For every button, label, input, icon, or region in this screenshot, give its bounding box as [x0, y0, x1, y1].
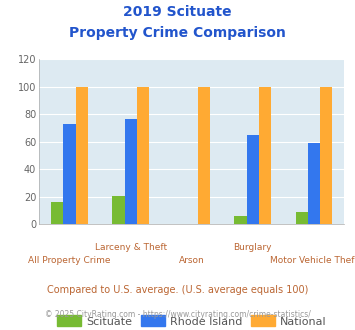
Text: All Property Crime: All Property Crime	[28, 256, 111, 265]
Text: © 2025 CityRating.com - https://www.cityrating.com/crime-statistics/: © 2025 CityRating.com - https://www.city…	[45, 310, 310, 319]
Bar	[295, 212, 308, 224]
Bar	[64, 124, 76, 224]
Bar	[76, 87, 88, 224]
Text: Property Crime Comparison: Property Crime Comparison	[69, 26, 286, 40]
Bar	[51, 202, 64, 224]
Bar	[234, 216, 247, 224]
Bar	[112, 195, 125, 224]
Bar	[125, 118, 137, 224]
Text: Arson: Arson	[179, 256, 204, 265]
Text: Larceny & Theft: Larceny & Theft	[94, 243, 167, 251]
Text: 2019 Scituate: 2019 Scituate	[123, 5, 232, 19]
Bar	[308, 143, 320, 224]
Bar	[320, 87, 332, 224]
Bar	[198, 87, 210, 224]
Bar	[247, 135, 259, 224]
Text: Burglary: Burglary	[234, 243, 272, 251]
Text: Motor Vehicle Theft: Motor Vehicle Theft	[270, 256, 355, 265]
Bar	[259, 87, 271, 224]
Text: Compared to U.S. average. (U.S. average equals 100): Compared to U.S. average. (U.S. average …	[47, 285, 308, 295]
Bar	[137, 87, 149, 224]
Legend: Scituate, Rhode Island, National: Scituate, Rhode Island, National	[53, 311, 331, 330]
